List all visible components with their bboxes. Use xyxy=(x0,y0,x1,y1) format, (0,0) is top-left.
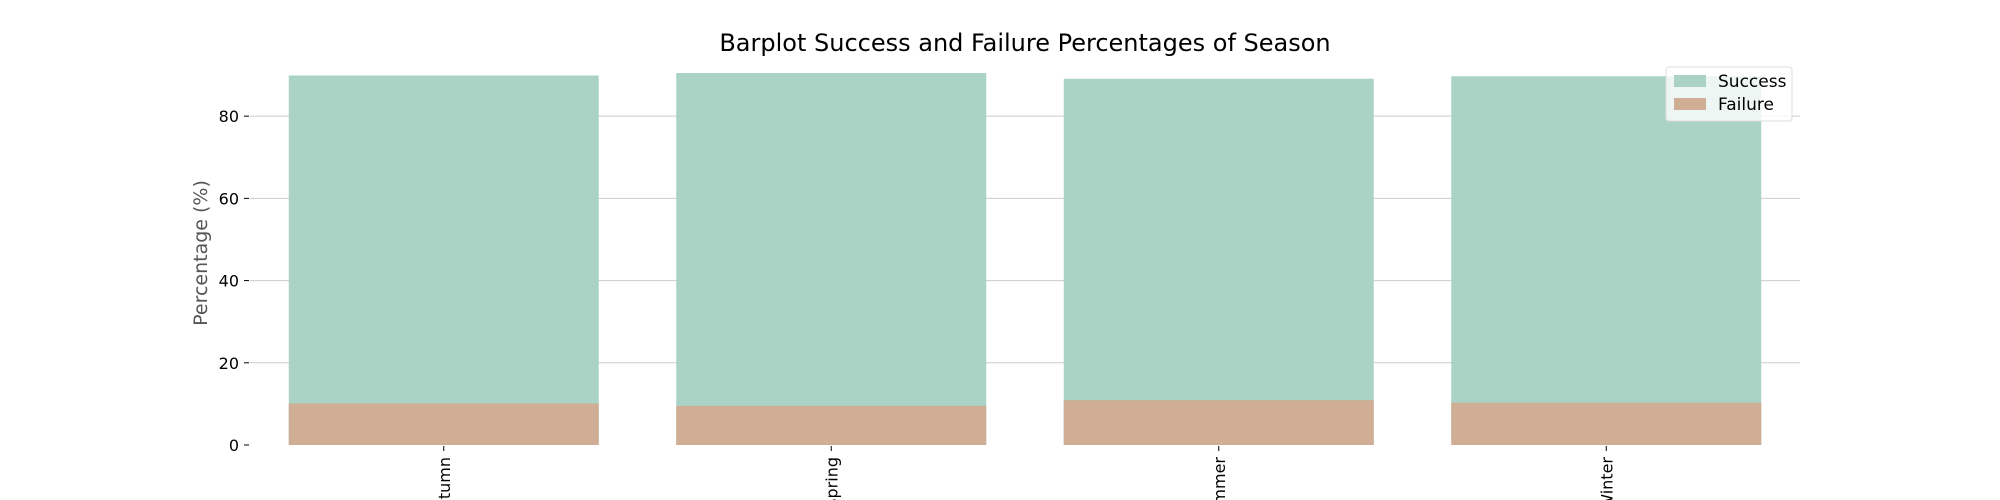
legend-swatch-success xyxy=(1674,75,1706,87)
y-tick-label: 0 xyxy=(229,436,239,455)
y-axis-label: Percentage (%) xyxy=(190,180,212,326)
bar-success-spring xyxy=(676,73,987,445)
chart-title: Barplot Success and Failure Percentages … xyxy=(719,29,1330,57)
bar-failure-summer xyxy=(1063,400,1374,445)
x-tick-label: Autumn xyxy=(435,457,454,500)
y-tick-label: 80 xyxy=(219,107,239,126)
bar-failure-autumn xyxy=(288,403,599,445)
bars xyxy=(288,73,1762,446)
x-tick-label: Winter xyxy=(1597,457,1616,500)
y-tick-label: 40 xyxy=(219,272,239,291)
bar-failure-spring xyxy=(676,405,987,445)
x-tick-label: Spring xyxy=(822,457,841,500)
legend-label-failure: Failure xyxy=(1718,95,1774,115)
y-axis: 0 20 40 60 80 xyxy=(219,107,249,455)
y-tick-label: 60 xyxy=(219,189,239,208)
bar-success-winter xyxy=(1451,76,1762,446)
bar-failure-winter xyxy=(1451,402,1762,445)
bar-success-autumn xyxy=(288,75,599,445)
x-axis: Autumn Spring Summer Winter xyxy=(435,446,1616,500)
bar-success-summer xyxy=(1063,78,1374,445)
x-tick-label: Summer xyxy=(1210,457,1229,500)
legend-swatch-failure xyxy=(1674,98,1706,110)
legend: Success Failure xyxy=(1665,66,1793,122)
y-tick-label: 20 xyxy=(219,354,239,373)
legend-label-success: Success xyxy=(1718,72,1787,92)
